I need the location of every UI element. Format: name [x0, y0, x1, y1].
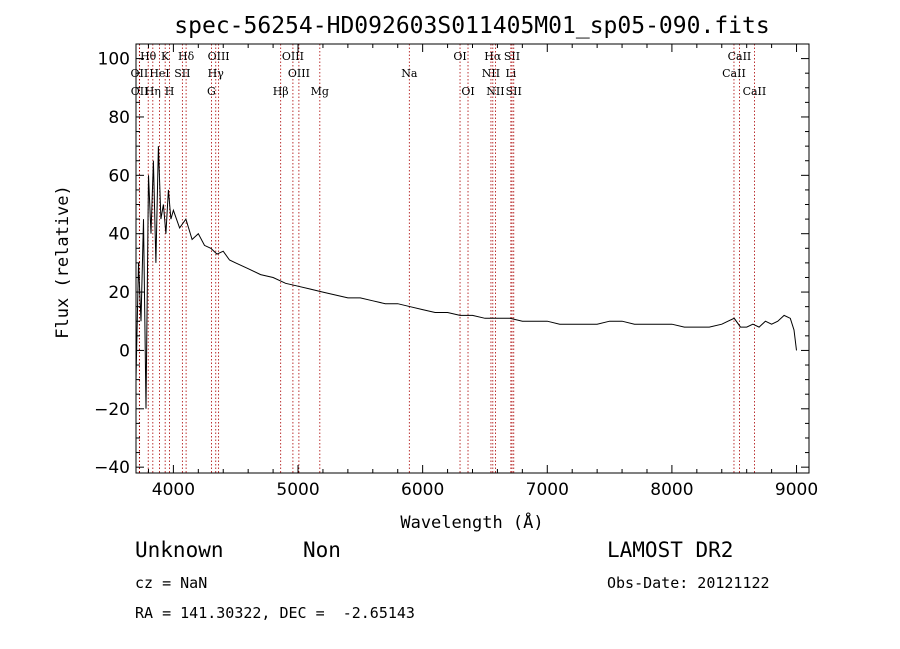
- line-marker-label: Na: [401, 67, 418, 80]
- y-tick-label: 80: [108, 108, 130, 128]
- line-marker-label: OI: [461, 85, 474, 98]
- y-tick-label: 0: [119, 341, 130, 361]
- line-marker-label: OII: [131, 85, 149, 98]
- line-marker-label: OIII: [288, 67, 310, 80]
- line-marker-label: Li: [505, 67, 516, 80]
- line-marker-label: NII: [482, 67, 500, 80]
- obs-date: Obs-Date: 20121122: [607, 574, 770, 592]
- y-tick-label: −20: [94, 400, 130, 420]
- line-marker-label: Hγ: [208, 67, 225, 80]
- line-marker-label: OIII: [208, 50, 230, 63]
- survey-name: LAMOST DR2: [607, 538, 734, 562]
- line-marker-label: K: [161, 50, 170, 63]
- line-marker-label: SII: [506, 85, 522, 98]
- line-marker-label: Hδ: [178, 50, 195, 63]
- line-marker-label: CaII: [743, 85, 767, 98]
- line-marker-label: OI: [453, 50, 466, 63]
- x-tick-label: 7000: [526, 480, 569, 500]
- object-subclass: Non: [303, 538, 341, 562]
- line-marker-label: CaII: [722, 67, 746, 80]
- y-axis-label: Flux (relative): [53, 185, 73, 339]
- ra-dec-coordinates: RA = 141.30322, DEC = -2.65143: [135, 604, 415, 622]
- x-tick-label: 5000: [276, 480, 319, 500]
- object-class: Unknown: [135, 538, 224, 562]
- x-tick-label: 8000: [650, 480, 693, 500]
- chart-title: spec-56254-HD092603S011405M01_sp05-090.f…: [174, 13, 769, 39]
- line-marker-label: H: [165, 85, 175, 98]
- line-marker-label: Hβ: [273, 85, 289, 98]
- line-marker-label: Mg: [311, 85, 329, 98]
- y-tick-label: 100: [98, 50, 130, 70]
- axis-ticks-layer: 4000 5000 6000 7000 8000 9000 −40 −20 0 20 40 60 80 1…: [94, 44, 818, 500]
- plot-frame: [135, 43, 810, 474]
- line-marker-label: SII: [504, 50, 520, 63]
- line-marker-label: SII: [174, 67, 190, 80]
- y-tick-label: 40: [108, 225, 130, 245]
- x-tick-label: 9000: [775, 480, 818, 500]
- line-marker-label: Hα: [484, 50, 502, 63]
- spectrum-series-line: [135, 146, 797, 409]
- line-marker-label: Hη: [145, 85, 161, 98]
- y-tick-label: −40: [94, 458, 130, 478]
- line-marker-label: G: [207, 85, 216, 98]
- x-axis-label: Wavelength (Å): [400, 511, 543, 533]
- line-marker-label: CaII: [728, 50, 752, 63]
- line-marker-label: NII: [486, 85, 504, 98]
- y-tick-label: 20: [108, 283, 130, 303]
- x-tick-label: 6000: [401, 480, 444, 500]
- x-tick-label: 4000: [152, 480, 195, 500]
- line-marker-label: HeI: [149, 67, 169, 80]
- y-tick-label: 60: [108, 166, 130, 186]
- line-marker-label: OIII: [282, 50, 304, 63]
- redshift-cz: cz = NaN: [135, 574, 208, 592]
- line-marker-label: Hθ: [140, 50, 157, 63]
